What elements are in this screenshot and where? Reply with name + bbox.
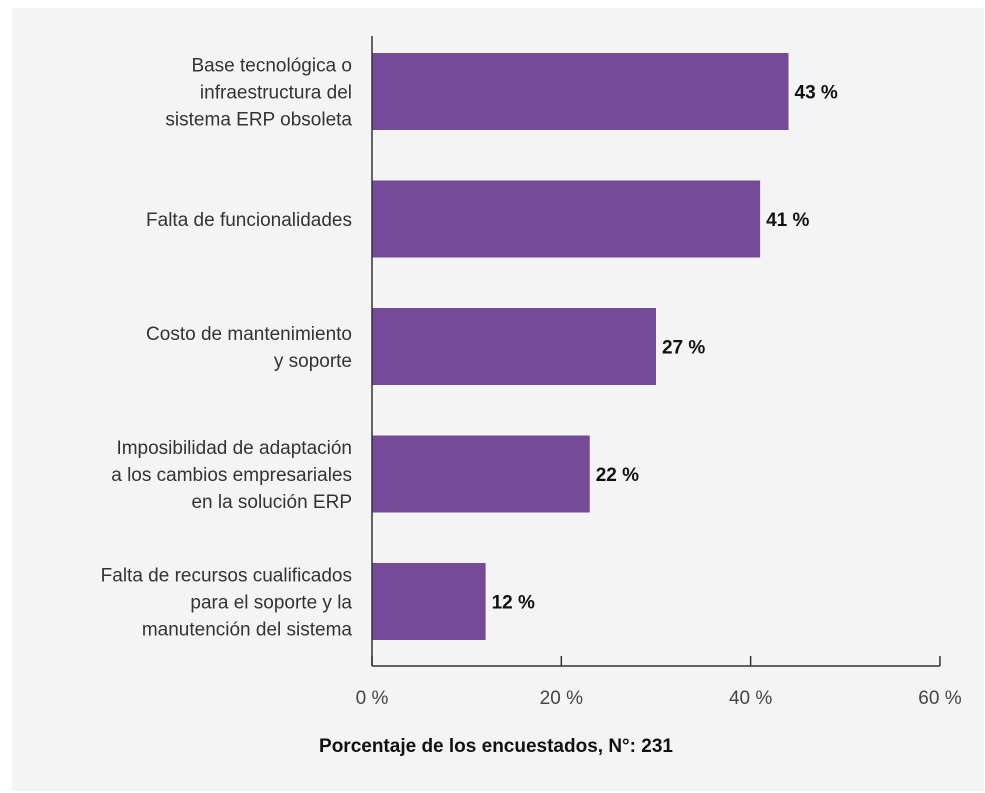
category-label-line: infraestructura del (200, 83, 352, 104)
category-label-line: en la solución ERP (191, 492, 352, 513)
category-label-2: Costo de mantenimiento y soporte (146, 324, 352, 372)
bars-group (372, 53, 789, 640)
category-label-1: Falta de funcionalidades (146, 210, 352, 231)
x-tick-label-2: 40 % (729, 688, 772, 709)
category-label-line: manutención del sistema (142, 620, 353, 641)
x-tick-label-1: 20 % (540, 688, 583, 709)
category-label-line: y soporte (274, 351, 352, 372)
x-tick-label-0: 0 % (356, 688, 389, 709)
value-label-0: 43 % (795, 83, 838, 104)
category-label-line: Base tecnológica o (191, 56, 352, 77)
category-label-line: a los cambios empresariales (111, 465, 352, 486)
bar-3 (372, 435, 590, 513)
category-label-line: sistema ERP obsoleta (165, 110, 352, 131)
category-label-line: Falta de funcionalidades (146, 210, 352, 231)
category-label-line: Falta de recursos cualificados (101, 566, 352, 587)
category-label-3: Imposibilidad de adaptación a los cambios… (111, 438, 352, 513)
category-label-line: Imposibilidad de adaptación (116, 438, 352, 459)
value-labels: 43 % 41 % 27 % 22 % 12 % (492, 83, 838, 614)
category-label-line: Costo de mantenimiento (146, 324, 352, 345)
category-label-line: para el soporte y la (190, 593, 352, 614)
bar-2 (372, 308, 656, 385)
bar-1 (372, 180, 761, 258)
x-tick-label-3: 60 % (918, 688, 961, 709)
category-label-0: Base tecnológica o infraestructura del sis… (165, 56, 352, 131)
value-label-2: 27 % (662, 338, 705, 359)
value-label-1: 41 % (766, 210, 809, 231)
x-axis-title: Porcentaje de los encuestados, N°: 231 (319, 736, 673, 757)
value-label-4: 12 % (492, 593, 535, 614)
axes-group: 0 % 20 % 40 % 60 % (356, 36, 962, 709)
category-labels: Base tecnológica o infraestructura del sis… (101, 56, 353, 641)
chart-panel (12, 8, 984, 791)
value-label-3: 22 % (596, 465, 639, 486)
category-label-4: Falta de recursos cualificados para el so… (101, 566, 353, 641)
bar-0 (372, 53, 789, 130)
bar-4 (372, 563, 486, 640)
